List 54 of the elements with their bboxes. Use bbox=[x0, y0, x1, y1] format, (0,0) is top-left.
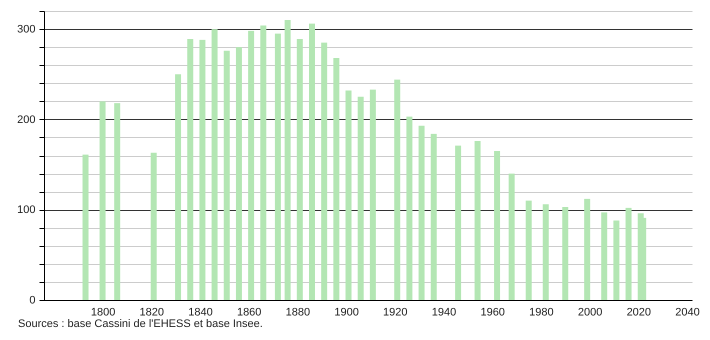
bar bbox=[224, 50, 230, 300]
bar bbox=[508, 174, 515, 300]
x-tick-label: 1840 bbox=[188, 306, 213, 318]
x-tick-label: 2000 bbox=[578, 306, 602, 318]
bar bbox=[494, 150, 500, 300]
bar bbox=[418, 126, 425, 300]
x-tick-label: 1940 bbox=[432, 306, 456, 318]
bar bbox=[175, 74, 182, 300]
bar bbox=[260, 25, 266, 300]
bar bbox=[212, 29, 218, 300]
source-note: Sources : base Cassini de l'EHESS et base Insee. bbox=[18, 318, 263, 330]
bar bbox=[562, 206, 568, 300]
bar bbox=[82, 154, 89, 300]
bar bbox=[542, 204, 549, 300]
bar bbox=[601, 212, 608, 300]
bar bbox=[114, 103, 120, 300]
bar bbox=[236, 47, 242, 300]
bar bbox=[358, 96, 364, 300]
bar bbox=[100, 101, 106, 300]
bar bbox=[626, 208, 632, 300]
bar bbox=[187, 38, 194, 300]
y-tick-label: 100 bbox=[17, 204, 36, 216]
bar bbox=[308, 24, 315, 300]
x-tick-label: 1960 bbox=[480, 306, 505, 318]
bar bbox=[394, 80, 400, 300]
bar bbox=[474, 141, 481, 300]
x-tick-label: 2040 bbox=[675, 306, 700, 318]
bar bbox=[274, 34, 281, 300]
x-tick-label: 1980 bbox=[529, 306, 554, 318]
bar bbox=[613, 220, 620, 300]
bar bbox=[284, 20, 291, 300]
x-tick-label: 1900 bbox=[334, 306, 359, 318]
bar bbox=[406, 116, 412, 300]
x-tick-label: 1880 bbox=[286, 306, 310, 318]
x-tick-label: 1920 bbox=[383, 306, 408, 318]
bar bbox=[333, 58, 340, 300]
bar bbox=[370, 90, 376, 300]
bar bbox=[248, 30, 254, 300]
bar bbox=[455, 146, 462, 300]
x-tick-label: 1800 bbox=[90, 306, 116, 318]
y-tick-label: 0 bbox=[29, 294, 36, 306]
bar bbox=[526, 200, 532, 300]
x-tick-label: 1860 bbox=[236, 306, 262, 318]
x-tick-label: 2020 bbox=[626, 306, 652, 318]
bar bbox=[150, 152, 157, 300]
bar bbox=[346, 90, 352, 300]
y-tick-label: 300 bbox=[17, 24, 36, 36]
bar bbox=[430, 134, 437, 300]
y-tick-label: 200 bbox=[17, 114, 36, 126]
bar bbox=[321, 42, 328, 300]
x-tick-label: 1820 bbox=[140, 306, 164, 318]
bar bbox=[199, 40, 206, 300]
bar bbox=[296, 38, 303, 300]
bar bbox=[584, 198, 590, 300]
